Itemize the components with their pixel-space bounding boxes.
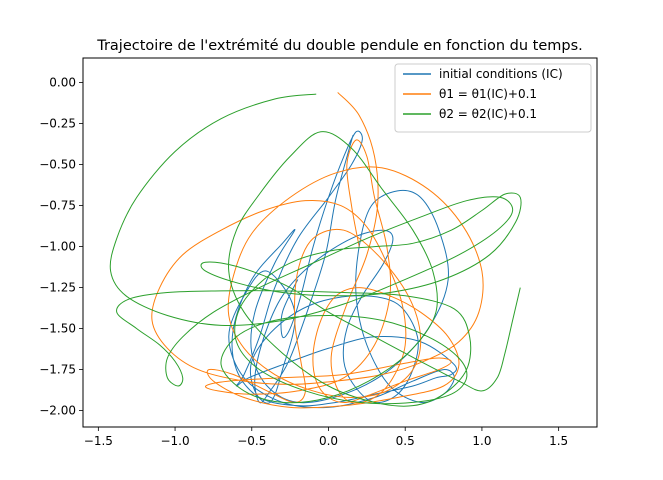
x-tick-label: 1.5 (549, 434, 568, 448)
legend-box (394, 63, 592, 133)
x-tick-label: −0.5 (237, 434, 266, 448)
y-tick-label: 0.00 (49, 76, 76, 90)
y-tick-label: −1.75 (39, 363, 76, 377)
chart-title: Trajectoire de l'extrémité du double pen… (96, 38, 583, 54)
legend: initial conditions (IC) θ1 = θ1(IC)+0.1 θ2… (394, 63, 592, 133)
x-tick-label: 1.0 (472, 434, 491, 448)
series-layer (109, 92, 522, 409)
series-line-3 (109, 93, 522, 407)
x-tick-label: −1.5 (84, 434, 113, 448)
x-tick-label: 0.0 (319, 434, 338, 448)
x-tick-label: 0.5 (396, 434, 415, 448)
y-tick-label: −1.25 (39, 281, 76, 295)
legend-label: θ2 = θ2(IC)+0.1 (439, 107, 537, 121)
axis-ticks: −1.5 −1.0 −0.5 0.0 0.5 1.0 1.5 0.00 −0.25 −0.50 −0… (39, 76, 568, 448)
y-tick-label: −2.00 (39, 404, 76, 418)
legend-label: θ1 = θ1(IC)+0.1 (439, 87, 537, 101)
x-tick-label: −1.0 (160, 434, 189, 448)
y-tick-label: −0.75 (39, 199, 76, 213)
y-tick-label: −1.00 (39, 240, 76, 254)
y-tick-label: −1.50 (39, 322, 76, 336)
legend-label: initial conditions (IC) (439, 67, 563, 81)
y-tick-label: −0.25 (39, 117, 76, 131)
y-tick-label: −0.50 (39, 158, 76, 172)
series-line-2 (151, 92, 484, 409)
plot-frame (82, 57, 598, 428)
